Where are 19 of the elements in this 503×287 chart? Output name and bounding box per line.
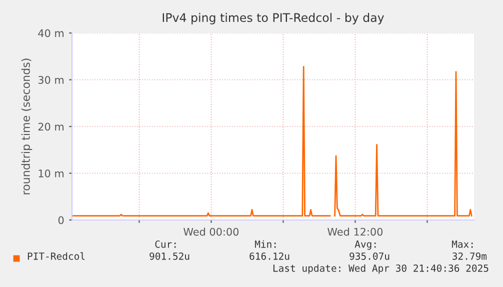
y-tick-label: 0 [58, 216, 64, 224]
y-axis-title: roundtrip time (seconds) [21, 58, 32, 194]
text: Min: [254, 240, 276, 248]
y-tick-label: 20 m [38, 122, 64, 131]
text: Avg: [354, 240, 376, 250]
x-tick-label: Wed 12:00 [328, 228, 383, 236]
y-tick-label: 40 m [38, 29, 64, 38]
text: 616.12u [250, 252, 290, 260]
y-tick-label: 30 m [38, 76, 64, 84]
text: Cur: [155, 240, 176, 248]
text: 901.52u [150, 252, 190, 260]
text: Max: [452, 240, 473, 248]
x-tick-label: Wed 00:00 [184, 228, 239, 236]
y-tick-label: 10 m [38, 169, 64, 178]
text: 32.79m [452, 252, 487, 260]
text: 935.07u [350, 252, 390, 260]
text: Last update: Wed Apr 30 21:40:36 2025 [273, 264, 488, 274]
chart-title: IPv4 ping times to PIT-Redcol - by day [162, 12, 384, 24]
legend-label: PIT-Redcol [28, 252, 85, 260]
